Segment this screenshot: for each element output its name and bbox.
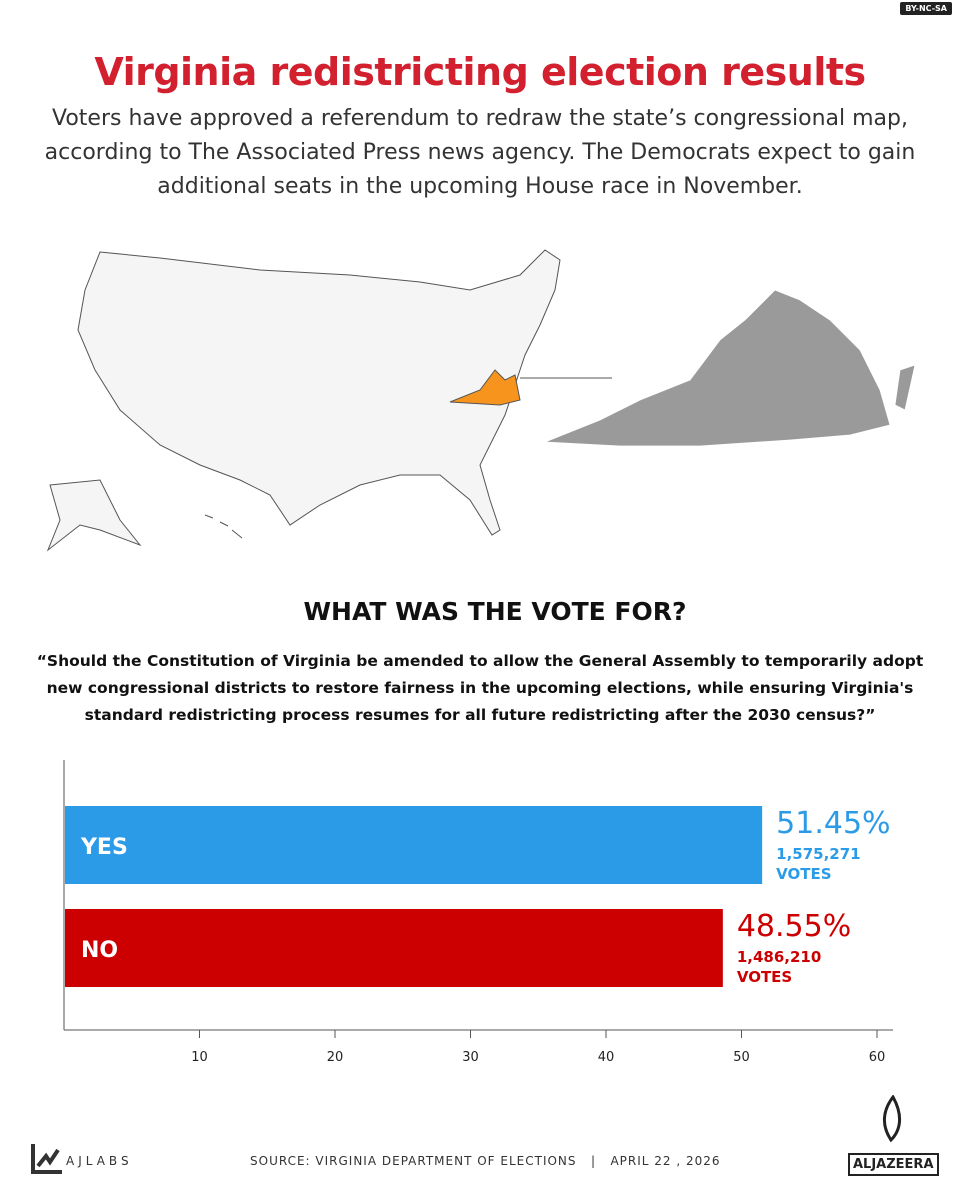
hawaii [204, 514, 243, 539]
bar-no [65, 909, 723, 987]
vote-count-yes: 1,575,271 [776, 845, 860, 863]
bar-yes [65, 806, 763, 884]
ajlabs-logo-icon [31, 1144, 62, 1174]
vote-bar-chart: 10 20 30 40 50 60 YES 51.45% 1,575,271 VOTES NO 48.… [63, 760, 893, 1065]
x-tick-label: 60 [869, 1050, 886, 1065]
bar-label-no: NO [81, 938, 118, 963]
ajlabs-brand: AJLABS [66, 1154, 133, 1168]
subtitle: Voters have approved a referendum to red… [44, 106, 916, 199]
source-line: SOURCE: VIRGINIA DEPARTMENT OF ELECTIONS… [250, 1154, 721, 1168]
votes-suffix-yes: VOTES [776, 865, 831, 883]
x-tick-label: 10 [191, 1050, 208, 1065]
aljazeera-wordmark: ALJAZEERA [848, 1153, 939, 1176]
virginia-enlarged [544, 289, 916, 447]
vote-count-no: 1,486,210 [737, 948, 821, 966]
question-text: “Should the Constitution of Virginia be … [36, 652, 924, 724]
x-tick-label: 50 [733, 1050, 750, 1065]
votes-suffix-no: VOTES [737, 968, 792, 986]
aljazeera-logo: ALJAZEERA [848, 1094, 939, 1176]
value-label-no: 48.55% [737, 909, 851, 944]
alaska [46, 479, 142, 552]
question-heading: WHAT WAS THE VOTE FOR? [303, 597, 687, 626]
x-tick-label: 20 [327, 1050, 344, 1065]
x-tick-label: 30 [462, 1050, 479, 1065]
aljazeera-calligraphy-icon [883, 1094, 902, 1143]
page-title: Virginia redistricting election results [94, 50, 866, 94]
x-tick-label: 40 [598, 1050, 615, 1065]
value-label-yes: 51.45% [776, 806, 890, 841]
license-badge: BY-NC-SA [900, 2, 952, 15]
us-map [46, 249, 916, 552]
us-mainland [77, 249, 561, 536]
virginia-highlight [449, 369, 521, 406]
bar-label-yes: YES [80, 835, 128, 860]
